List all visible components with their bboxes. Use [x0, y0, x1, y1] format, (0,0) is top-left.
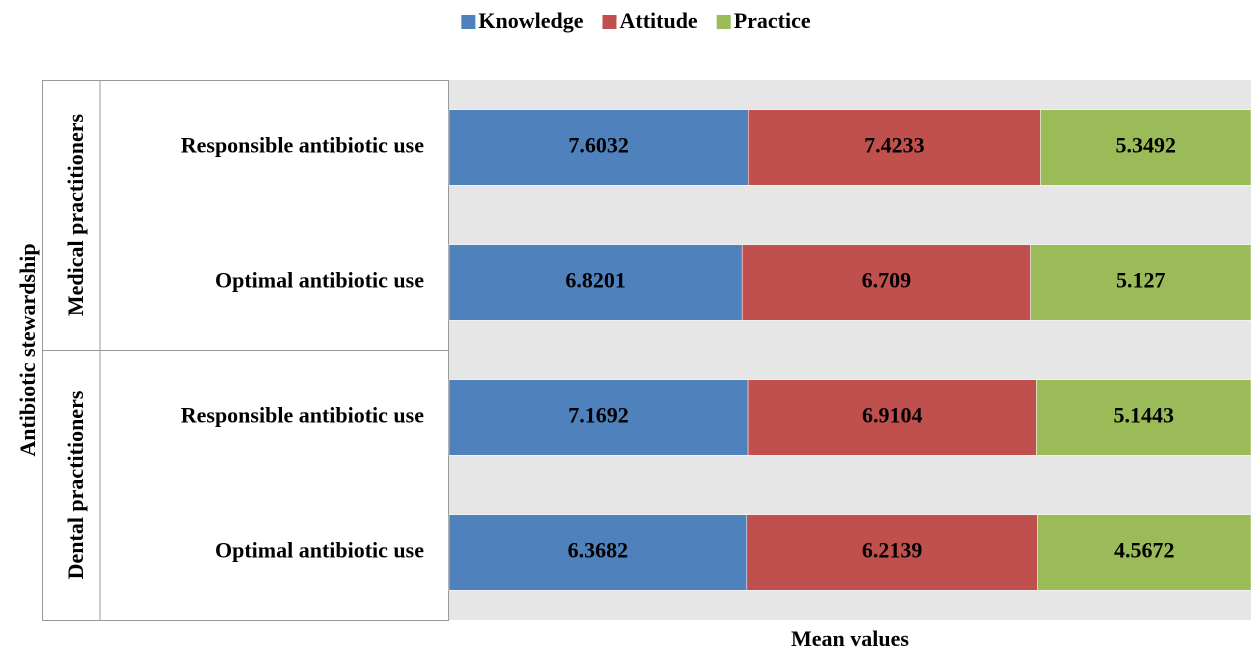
- data-label: 5.3492: [1115, 133, 1176, 158]
- bar: [1030, 244, 1251, 321]
- bar: [1037, 514, 1251, 591]
- data-label: 7.4233: [864, 133, 925, 158]
- data-label: 5.1443: [1113, 403, 1174, 428]
- y-axis-title: Antibiotic stewardship: [15, 243, 40, 456]
- group-label: Medical practitioners: [63, 113, 88, 316]
- bar: [741, 244, 1031, 321]
- bar: [746, 514, 1038, 591]
- y-tick-label: Responsible antibiotic use: [181, 133, 424, 158]
- data-label: 7.6032: [568, 133, 629, 158]
- data-label: 6.2139: [862, 538, 923, 563]
- data-label: 4.5672: [1114, 538, 1175, 563]
- bar: [747, 379, 1037, 456]
- bar: [448, 514, 748, 591]
- bar: [748, 109, 1041, 186]
- bar: [1036, 379, 1251, 456]
- y-tick-label: Optimal antibiotic use: [215, 538, 424, 563]
- legend-label: Attitude: [619, 8, 697, 33]
- data-label: 7.1692: [568, 403, 629, 428]
- bar: [448, 244, 743, 321]
- y-tick-label: Responsible antibiotic use: [181, 403, 424, 428]
- legend: Knowledge Attitude Practice: [461, 8, 811, 33]
- legend-swatch: [461, 15, 476, 29]
- legend-label: Practice: [734, 8, 811, 33]
- data-label: 6.709: [862, 268, 912, 293]
- bar: [1040, 109, 1251, 186]
- bar: [448, 379, 749, 456]
- data-label: 6.8201: [565, 268, 626, 293]
- data-label: 6.9104: [862, 403, 923, 428]
- legend-swatch: [716, 15, 731, 29]
- group-label: Dental practitioners: [63, 390, 88, 579]
- legend-label: Knowledge: [478, 8, 583, 33]
- y-tick-label: Optimal antibiotic use: [215, 268, 424, 293]
- data-label: 5.127: [1116, 268, 1166, 293]
- bar: [448, 109, 749, 186]
- x-axis-title: Mean values: [791, 626, 909, 651]
- data-label: 6.3682: [568, 538, 629, 563]
- legend-swatch: [602, 15, 617, 29]
